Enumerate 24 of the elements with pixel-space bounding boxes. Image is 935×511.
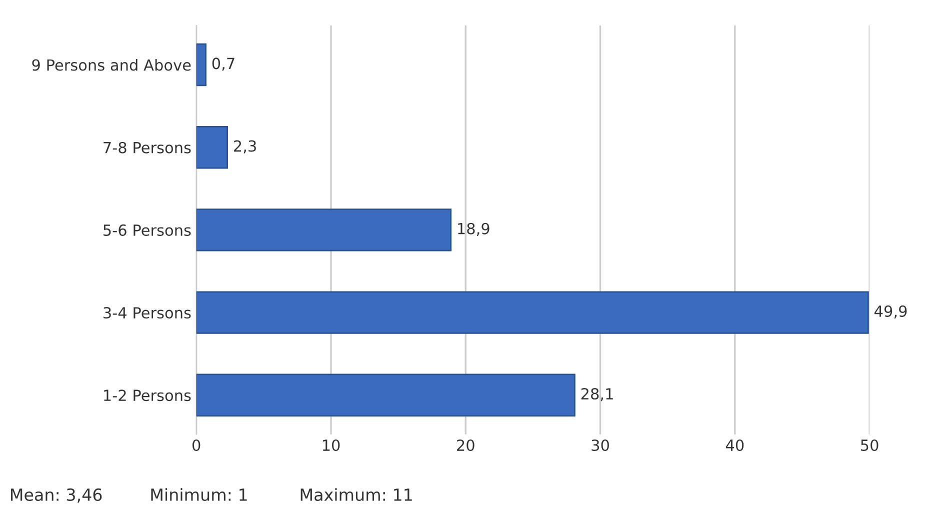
y-tick-label: 9 Persons and Above: [32, 58, 191, 71]
data-label: 0,7: [212, 58, 234, 71]
y-tick-label: 3-4 Persons: [104, 307, 191, 319]
data-label: 2,3: [234, 140, 256, 154]
x-tick-label: 50: [861, 439, 878, 452]
y-tick-label: 1-2 Persons: [104, 390, 191, 402]
y-tick-label: 7-8 Persons: [104, 142, 191, 154]
y-tick-label: 5-6 Persons: [104, 224, 191, 236]
data-label: 49,9: [874, 305, 907, 319]
bar: [196, 126, 228, 169]
data-label: 28,1: [581, 388, 613, 402]
x-tick-label: 10: [322, 439, 340, 452]
bar: [196, 208, 452, 252]
x-tick-label: 30: [592, 439, 609, 452]
text: Maximum: 11: [300, 488, 412, 502]
text: Minimum: 1: [151, 488, 247, 502]
data-label: 18,9: [458, 222, 490, 236]
x-tick-label: 40: [726, 439, 744, 452]
x-tick-label: 20: [457, 439, 474, 452]
bar: [196, 374, 576, 416]
text: Mean: 3,46: [10, 488, 102, 503]
bar: [196, 291, 869, 334]
x-tick-label: 0: [192, 439, 200, 452]
bar: [196, 43, 206, 86]
